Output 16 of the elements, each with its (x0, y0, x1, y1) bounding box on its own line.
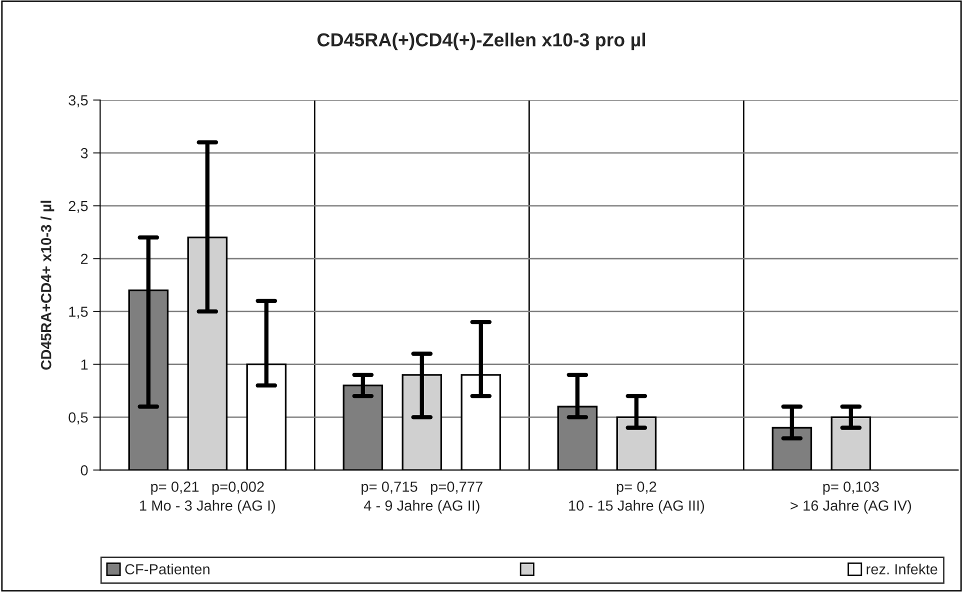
legend-label: CF-Patienten (125, 564, 210, 574)
y-tick-label: 0,5 (68, 412, 88, 424)
y-tick-label: 2,5 (68, 200, 88, 213)
y-tick-label: 3,5 (68, 95, 88, 108)
x-tick-label: p= 0,715 p=0,777 4 - 9 Jahre (AG II) (362, 482, 482, 514)
y-tick-label: 2 (80, 254, 88, 264)
y-axis-title: CD45RA+CD4+ x10-3 / µl (40, 200, 54, 370)
y-tick-label: 1,5 (69, 306, 88, 319)
y-tick-label: 1 (81, 360, 88, 370)
legend-label: rez. Infekte (866, 564, 938, 574)
y-tick-label: 0 (80, 465, 88, 476)
x-tick-label: p= 0,103 > 16 Jahre (AG IV) (790, 482, 912, 514)
chart-title: CD45RA(+)CD4(+)-Zellen x10-3 pro µl (317, 32, 645, 50)
y-tick-label: 3 (80, 148, 88, 158)
x-tick-label: p= 0,2 10 - 15 Jahre (AG III) (569, 482, 704, 514)
x-tick-label: p= 0,21 p=0,002 1 Mo - 3 Jahre (AG I) (140, 482, 275, 514)
